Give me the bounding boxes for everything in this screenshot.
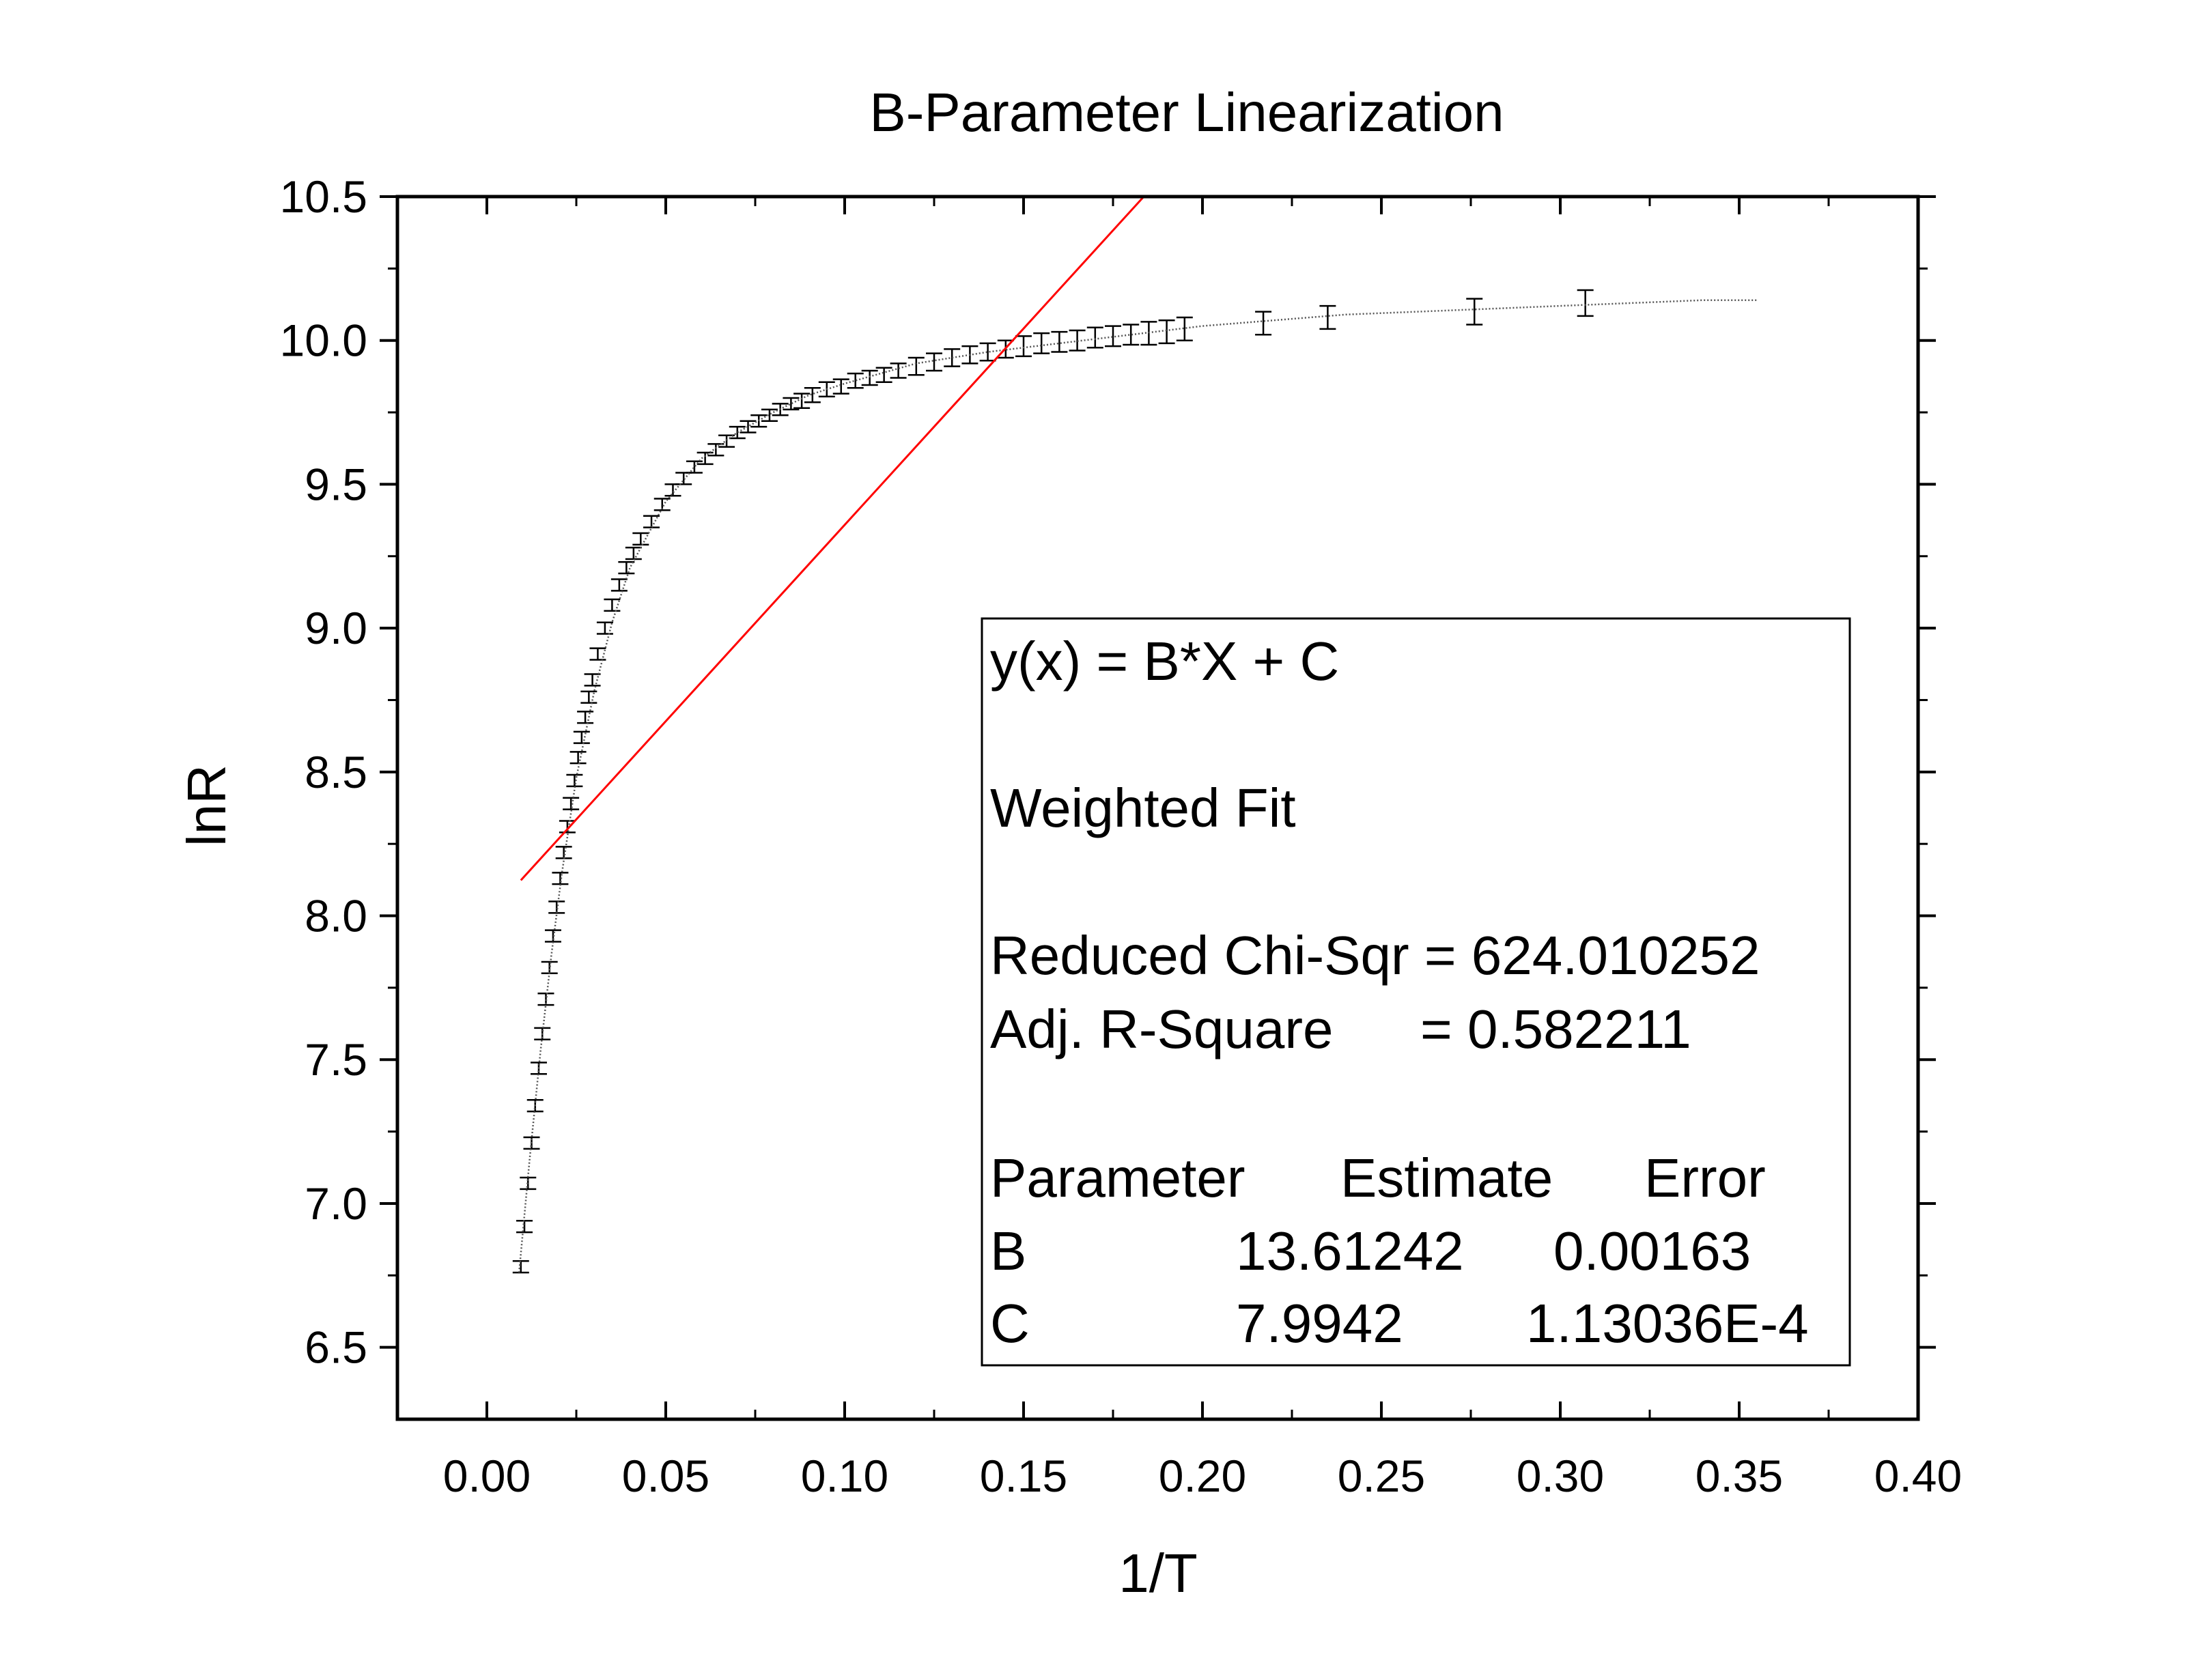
x-axis-label: 1/T [1118,1543,1198,1604]
fit-param-c-name: C [990,1293,1030,1354]
data-point-error-bar [563,797,580,810]
data-point-error-bar [1466,298,1483,326]
x-tick-label: 0.25 [1338,1451,1425,1501]
data-point-error-bar [696,451,714,466]
fit-line [520,195,1145,881]
data-point-error-bar [512,1259,529,1274]
y-tick-label: 10.5 [280,171,367,222]
data-point-error-bar [944,348,961,367]
data-point-error-bar [1123,324,1140,346]
data-point-error-bar [577,711,594,724]
data-point-error-bar [573,730,590,744]
x-tick-label: 0.40 [1874,1451,1962,1501]
fit-adj-r2-value: = 0.582211 [1420,999,1691,1059]
y-axis-label: lnR [176,765,237,846]
data-point-error-bar [566,773,583,788]
fit-chi-sqr: Reduced Chi-Sqr = 624.010252 [990,925,1760,986]
data-point-error-bar [541,960,558,975]
data-point-error-bar [861,369,878,386]
data-point-error-bar [1255,311,1272,336]
plot-frame [395,195,1920,1421]
data-point-error-bar [584,673,601,687]
y-tick-label: 6.5 [305,1322,367,1373]
data-point-error-bar [907,356,925,376]
fit-param-c-error: 1.13036E-4 [1526,1293,1809,1354]
data-point-error-bar [686,460,703,474]
data-point-error-bar [875,367,892,384]
fit-param-b-error: 0.00163 [1553,1221,1751,1281]
plot-marks [512,195,1758,1274]
data-point-error-bar [761,408,778,422]
data-point-error-bar [1577,289,1594,317]
y-tick-label: 9.0 [305,603,367,653]
x-tick-label: 0.05 [622,1451,709,1501]
data-point-error-bar [707,443,724,457]
data-point-error-bar [729,425,746,440]
y-tick-label: 10.0 [280,315,367,366]
data-point-error-bar [718,434,735,448]
fit-header-parameter: Parameter [990,1148,1245,1208]
data-point-error-bar [793,393,811,409]
fit-param-b-name: B [990,1221,1026,1281]
fit-param-b-estimate: 13.61242 [1236,1221,1464,1281]
data-point-error-bar [552,872,569,885]
data-point-error-bar [1105,325,1121,347]
fit-equation: y(x) = B*X + C [990,631,1339,692]
x-tick-label: 0.35 [1695,1451,1783,1501]
x-tick-label: 0.30 [1517,1451,1604,1501]
data-point-error-bar [625,546,642,560]
x-tick-label: 0.20 [1159,1451,1246,1501]
data-point-error-bar [1015,335,1032,358]
data-point-error-bar [1051,330,1068,353]
x-tick-label: 0.10 [801,1451,888,1501]
data-point-error-bar [890,362,907,379]
data-point-error-bar [664,483,681,497]
y-tick-label: 8.5 [305,747,367,797]
data-point-error-bar [516,1219,533,1234]
trend-curve [518,299,1758,1273]
data-point-error-bar [1319,304,1336,330]
data-point-error-bar [610,578,628,592]
data-point-error-bar [632,532,649,546]
data-point-error-bar [555,846,572,859]
data-point-error-bar [926,352,942,372]
data-point-error-bar [847,372,864,389]
y-tick-label: 7.0 [305,1178,367,1229]
data-point-error-bar [596,621,613,635]
data-point-error-bar [580,690,597,704]
data-point-error-bar [1158,319,1175,345]
x-tick-label: 0.15 [980,1451,1067,1501]
data-point-error-bar [740,420,757,433]
data-point-error-bar [643,515,660,528]
data-point-error-bar [548,900,565,914]
fit-results-frame [981,617,1851,1367]
y-tick-label: 7.5 [305,1034,367,1085]
data-point-error-bar [589,647,606,661]
data-point-error-bar [1176,316,1193,341]
data-point-error-bar [1033,332,1050,354]
data-point-error-bar [832,378,849,395]
data-point-error-bar [569,751,587,765]
data-point-error-bar [1086,326,1103,349]
data-point-error-bar [675,472,692,485]
fit-adj-r2-label: Adj. R-Square [990,999,1333,1059]
fit-method: Weighted Fit [990,778,1296,838]
data-point-error-bar [618,560,635,575]
x-tick-label: 0.00 [443,1451,531,1501]
chart-title: B-Parameter Linearization [869,82,1504,143]
fit-header-error: Error [1644,1148,1766,1208]
fit-results-box: y(x) = B*X + C Weighted Fit Reduced Chi-… [981,617,1851,1367]
fit-param-c-estimate: 7.9942 [1236,1293,1403,1354]
data-point-error-bar [804,386,821,403]
data-point-error-bar [604,598,621,612]
data-point-error-bar [783,397,800,411]
y-tick-label: 9.5 [305,459,367,509]
y-tick-label: 8.0 [305,891,367,941]
fit-header-estimate: Estimate [1340,1148,1553,1208]
